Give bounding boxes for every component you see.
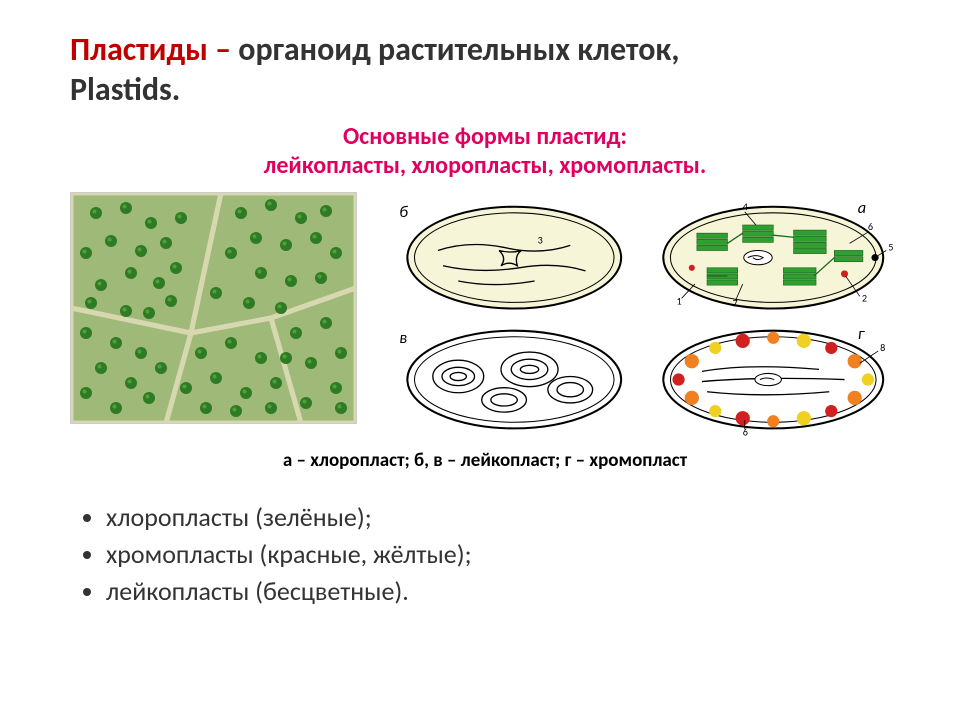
diagram-row: б 3 [70, 192, 900, 424]
title-line1: Пластиды – органоид растительных клеток, [70, 30, 900, 70]
svg-text:г: г [857, 324, 865, 344]
diagram-leucoplast-v: в [387, 318, 642, 440]
svg-text:8: 8 [880, 341, 885, 354]
svg-text:в: в [399, 328, 407, 348]
bullet-list: хлоропласты (зелёные); хромопласты (крас… [70, 500, 900, 609]
bullet-item: хлоропласты (зелёные); [106, 500, 900, 535]
title-rest: органоид растительных клеток, [238, 30, 679, 69]
svg-text:5: 5 [888, 240, 893, 253]
svg-text:6: 6 [867, 220, 872, 233]
diagram-caption: а – хлоропласт; б, в – лейкопласт; г – х… [70, 449, 900, 472]
diagram-leucoplast-b: б 3 [387, 192, 642, 314]
title-block: Пластиды – органоид растительных клеток,… [70, 30, 900, 110]
svg-text:б: б [399, 202, 408, 222]
svg-text:1: 1 [676, 294, 681, 307]
diagram-chloroplast-a: а 4 6 5 2 1 7 [646, 192, 901, 314]
svg-text:4: 4 [742, 200, 747, 213]
bullet-item: лейкопласты (бесцветные). [106, 574, 900, 609]
title-highlight: Пластиды – [70, 30, 238, 69]
subtitle-line2: лейкопласты, хлоропласты, хромопласты. [70, 151, 900, 180]
svg-text:6: 6 [742, 426, 747, 439]
svg-text:а: а [857, 198, 865, 218]
title-line2: Plastids. [70, 70, 900, 110]
diagram-chromoplast-g: г 8 6 [646, 318, 901, 440]
plastid-diagrams: б 3 [387, 192, 900, 422]
microscope-photo [70, 192, 357, 424]
subtitle-block: Основные формы пластид: лейкопласты, хло… [70, 122, 900, 180]
svg-text:7: 7 [732, 296, 737, 309]
subtitle-line1: Основные формы пластид: [70, 122, 900, 151]
svg-text:2: 2 [861, 291, 866, 304]
slide-container: Пластиды – органоид растительных клеток,… [0, 0, 960, 631]
svg-text:3: 3 [538, 233, 543, 246]
bullet-item: хромопласты (красные, жёлтые); [106, 537, 900, 572]
